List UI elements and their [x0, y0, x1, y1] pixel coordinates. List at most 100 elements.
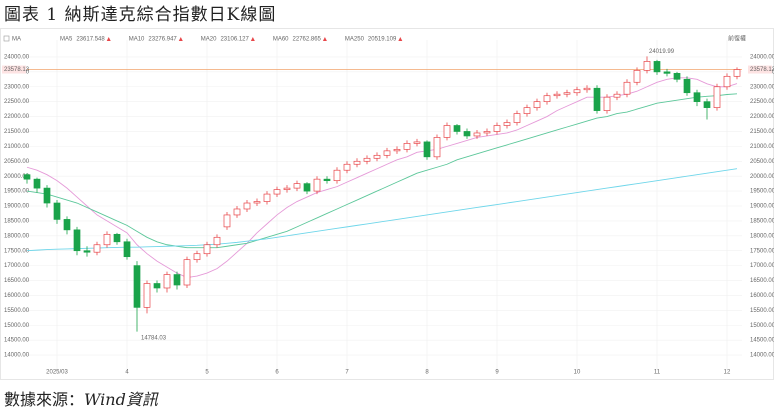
low-annotation: 14784.03: [141, 335, 167, 341]
candle-body: [163, 274, 171, 289]
candle-body: [83, 250, 91, 253]
candle-body: [513, 113, 521, 123]
y-tick-label: 22500.00: [4, 99, 30, 105]
candle-body: [723, 75, 731, 88]
high-annotation: 24019.99: [649, 49, 675, 55]
last-price-tag: [2, 65, 26, 74]
y-tick-label: 15000.00: [4, 323, 30, 329]
source-note: 數據來源：Wind資訊: [4, 386, 158, 410]
y-tick-label-right: 17000.00: [750, 263, 774, 269]
candle-body: [553, 93, 561, 97]
y-tick-label-right: 15500.00: [750, 308, 774, 314]
y-tick-label: 24000.00: [4, 55, 30, 61]
candle-body: [523, 107, 531, 114]
x-tick-label: 2025/03: [46, 370, 68, 376]
y-tick-label: 21500.00: [4, 129, 30, 135]
candle-body: [103, 233, 111, 246]
candle-body: [383, 150, 391, 156]
legend-name: MA60: [273, 37, 289, 43]
y-tick-label-right: 18000.00: [750, 233, 774, 239]
chart: 14000.00 14000.00 14500.00 14500.00 15000.00…: [0, 28, 774, 380]
legend-value: 23617.548: [76, 37, 105, 43]
y-tick-label: 14000.00: [4, 353, 30, 359]
x-tick-label: 4: [125, 370, 129, 376]
candle-body: [683, 78, 691, 94]
x-tick-label: 5: [205, 370, 209, 376]
candle-body: [243, 202, 251, 210]
candle-body: [183, 259, 191, 286]
y-tick-label-right: 22000.00: [750, 114, 774, 120]
legend-name: MA250: [345, 37, 365, 43]
y-tick-label: 23000.00: [4, 84, 30, 90]
y-tick-label: 17000.00: [4, 263, 30, 269]
y-tick-label: 20500.00: [4, 159, 30, 165]
candle-body: [263, 193, 271, 202]
y-tick-label-right: 14000.00: [750, 353, 774, 359]
y-tick-label-right: 24000.00: [750, 55, 774, 61]
candle-body: [453, 125, 461, 132]
candle-body: [53, 202, 61, 220]
x-tick-label: 10: [574, 370, 581, 376]
candle-body: [333, 169, 341, 182]
y-tick-label-right: 23000.00: [750, 84, 774, 90]
candle-body: [573, 89, 581, 94]
y-tick-label: 19000.00: [4, 204, 30, 210]
legend-value: 23276.947: [148, 37, 177, 43]
y-tick-label-right: 18500.00: [750, 218, 774, 224]
y-tick-label: 22000.00: [4, 114, 30, 120]
legend-arrow: [178, 37, 183, 41]
y-tick-label: 19500.00: [4, 189, 30, 195]
y-tick-label: 18000.00: [4, 233, 30, 239]
y-tick-label-right: 20500.00: [750, 159, 774, 165]
y-tick-label-right: 20000.00: [750, 174, 774, 180]
x-tick-label: 9: [495, 370, 499, 376]
plot-frame: [0, 28, 774, 380]
candle-body: [703, 101, 711, 108]
legend-arrow: [322, 37, 327, 41]
candle-body: [483, 131, 491, 134]
y-tick-label-right: 19000.00: [750, 204, 774, 210]
y-tick-label: 20000.00: [4, 174, 30, 180]
candle-body: [343, 163, 351, 171]
y-tick-label: 21000.00: [4, 144, 30, 150]
candle-body: [693, 92, 701, 103]
candle-body: [273, 189, 281, 195]
candle-body: [43, 187, 51, 204]
candle-body: [633, 70, 641, 83]
candle-body: [173, 274, 181, 286]
x-tick-label: 12: [724, 370, 731, 376]
candle-body: [223, 214, 231, 228]
candle-body: [93, 244, 101, 253]
y-tick-label: 18500.00: [4, 218, 30, 224]
y-tick-label-right: 22500.00: [750, 99, 774, 105]
candle-body: [413, 141, 421, 144]
candle-body: [253, 201, 261, 204]
candle-body: [373, 154, 381, 159]
legend-value: 23106.127: [220, 37, 249, 43]
candle-body: [323, 178, 331, 182]
candle-body: [363, 157, 371, 162]
candle-body: [653, 61, 661, 73]
candle-body: [713, 86, 721, 108]
y-tick-label-right: 14500.00: [750, 338, 774, 344]
candle-body: [73, 229, 81, 252]
y-tick-label-right: 21000.00: [750, 144, 774, 150]
candle-body: [133, 265, 141, 308]
y-tick-label-right: 19500.00: [750, 189, 774, 195]
legend-value: 20519.109: [368, 37, 397, 43]
indicator-label: MA: [12, 37, 21, 43]
last-price-label-right: 23578.13: [750, 67, 774, 73]
last-price-label: 23578.13: [4, 67, 30, 73]
y-tick-label: 16000.00: [4, 293, 30, 299]
legend-name: MA20: [201, 37, 217, 43]
candle-body: [603, 96, 611, 111]
legend-arrow: [398, 37, 403, 41]
legend-arrow: [250, 37, 255, 41]
candle-body: [23, 174, 31, 180]
y-tick-label: 15500.00: [4, 308, 30, 314]
adjustment-button[interactable]: 前復權: [728, 35, 746, 43]
candle-body: [423, 141, 431, 158]
candle-body: [203, 244, 211, 255]
candle-body: [123, 241, 131, 258]
candle-body: [213, 236, 221, 246]
